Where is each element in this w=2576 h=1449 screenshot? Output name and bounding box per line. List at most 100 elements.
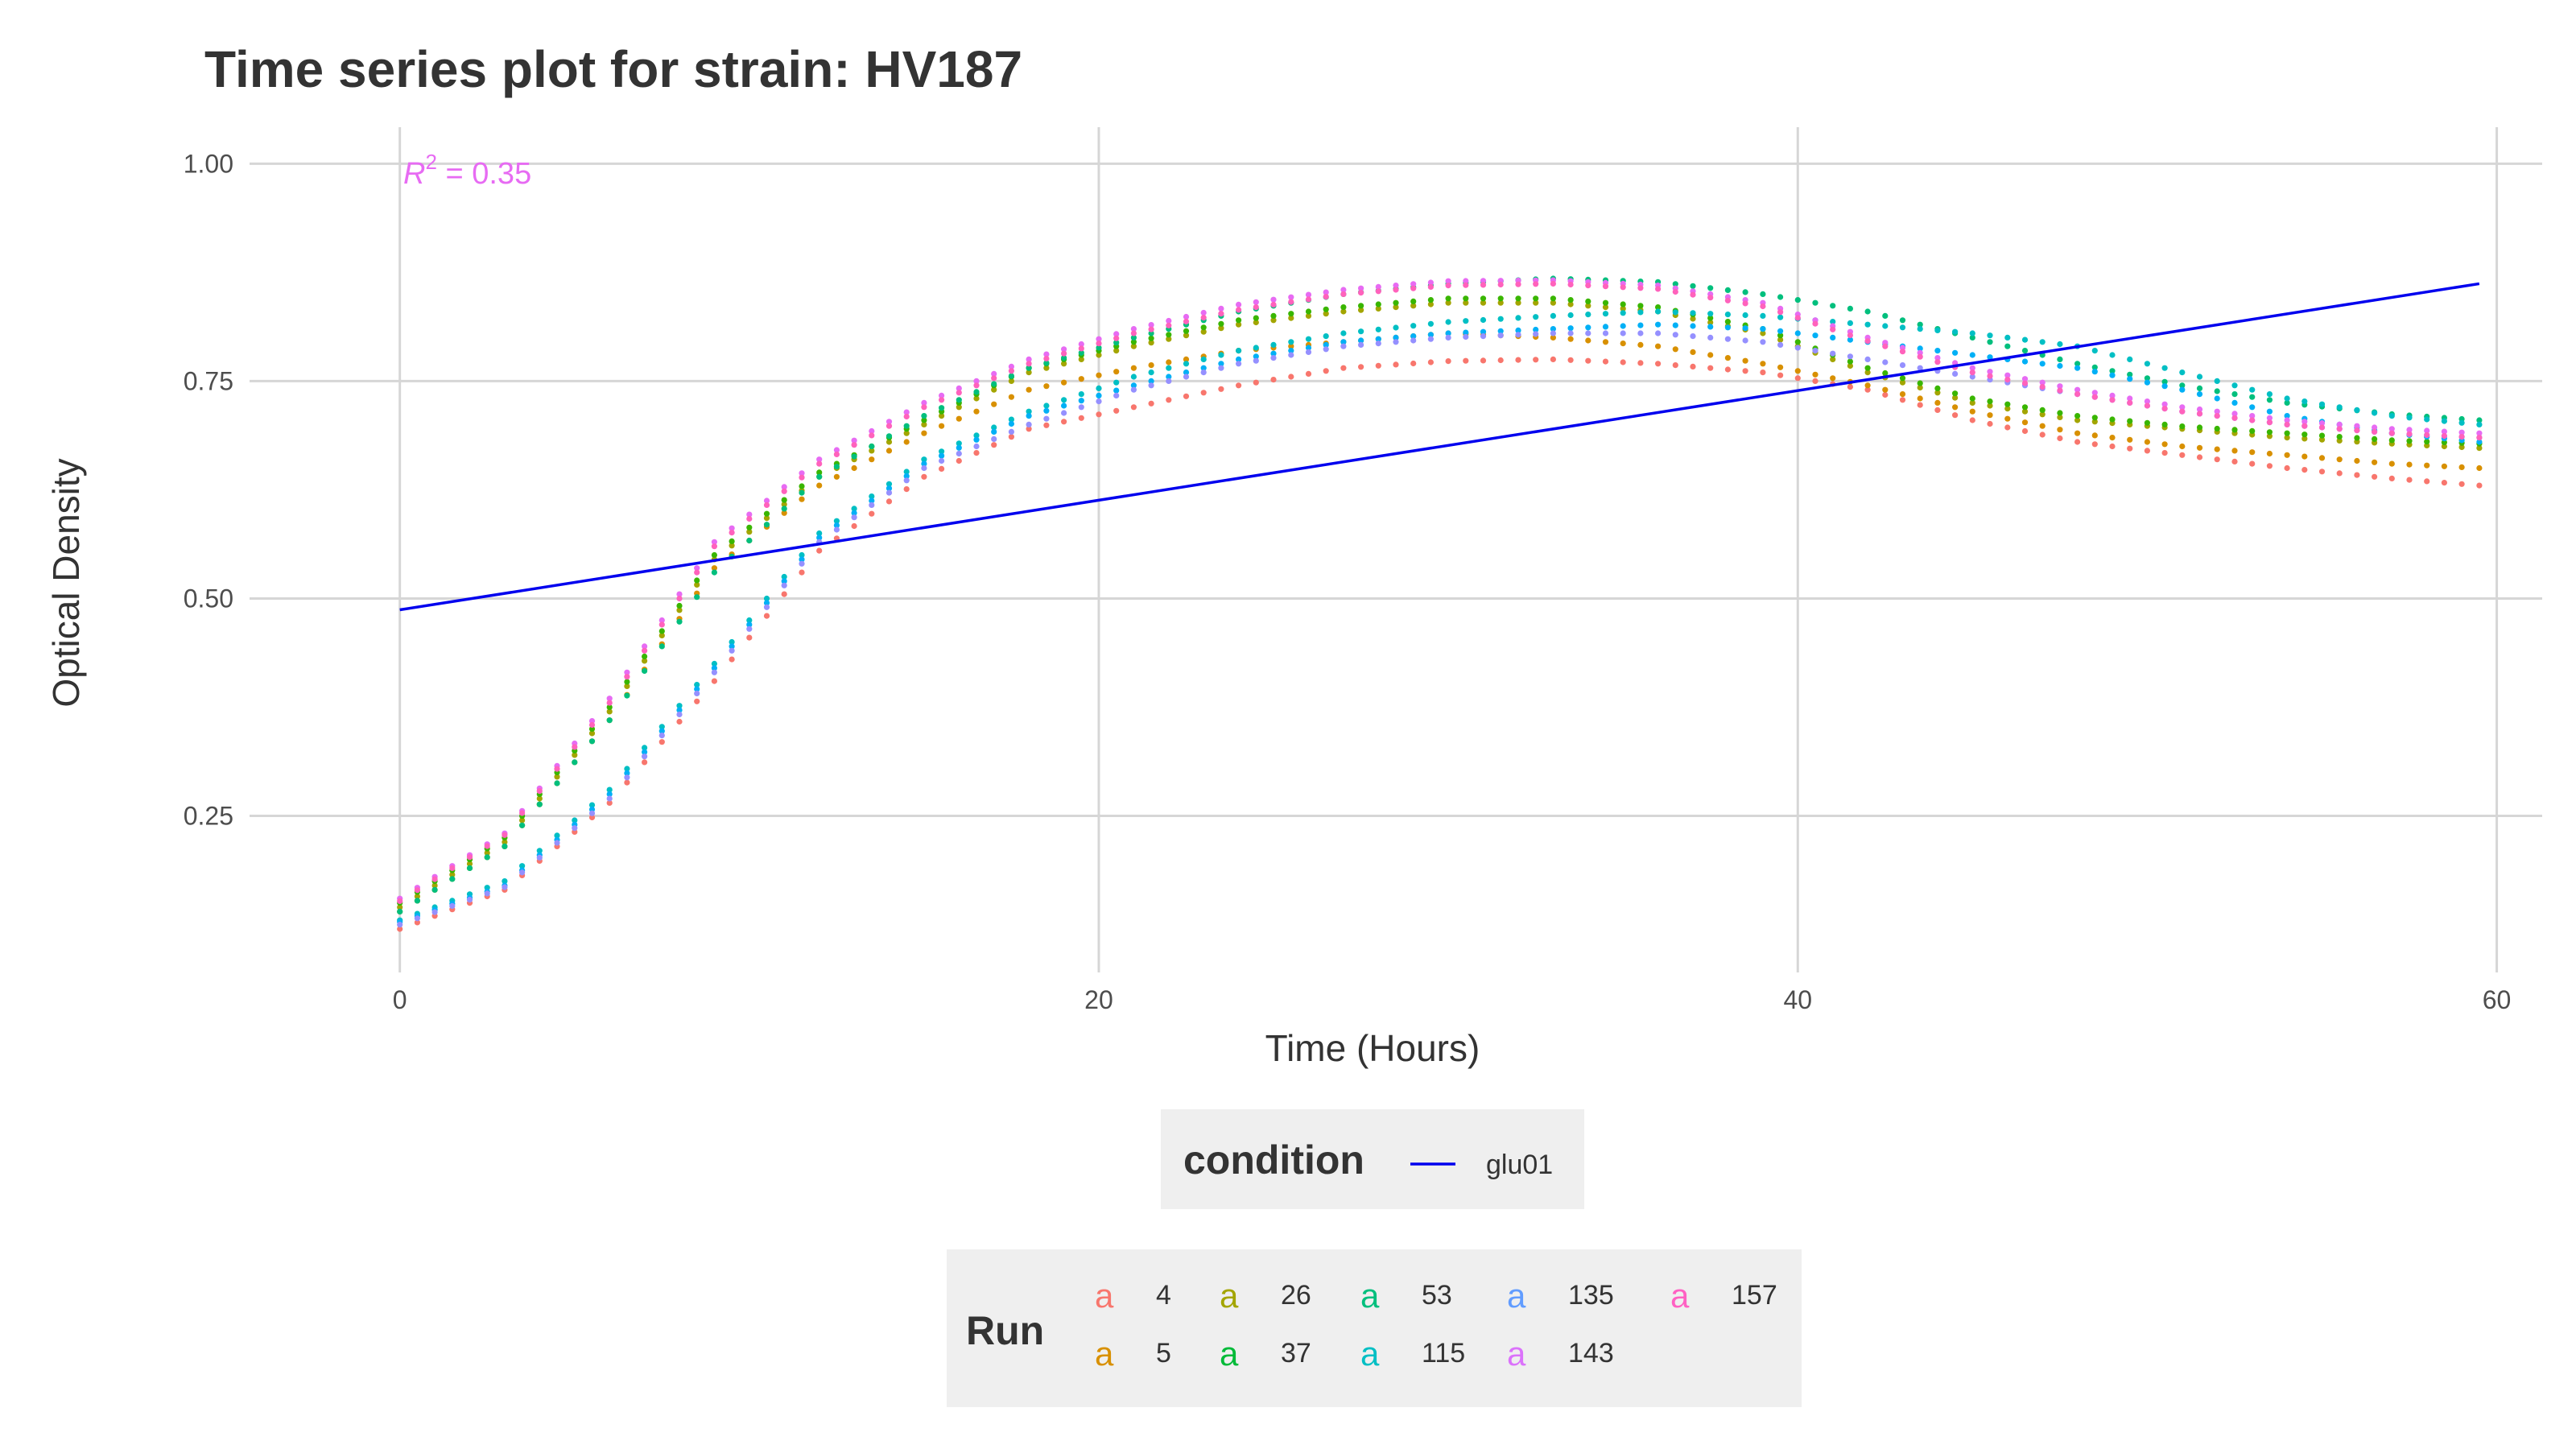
data-point <box>1934 399 1941 406</box>
data-point <box>1812 371 1818 378</box>
data-point <box>1567 301 1574 308</box>
data-point <box>1043 383 1050 390</box>
data-point <box>572 752 578 758</box>
data-point <box>1026 369 1032 376</box>
data-point <box>1358 364 1364 370</box>
data-point <box>851 514 857 521</box>
data-point <box>1585 330 1591 336</box>
data-point <box>1288 339 1294 345</box>
data-point <box>1550 280 1556 287</box>
data-point <box>1760 369 1766 376</box>
data-point <box>1777 309 1784 316</box>
data-point <box>746 524 753 530</box>
data-point <box>466 861 473 867</box>
data-point <box>1602 324 1609 330</box>
data-point <box>694 682 700 688</box>
data-point <box>1427 297 1434 303</box>
data-point <box>554 780 560 786</box>
data-point <box>2266 397 2273 403</box>
data-point <box>624 674 630 680</box>
data-point <box>1008 434 1014 440</box>
data-point <box>1218 305 1224 312</box>
data-point <box>939 392 945 398</box>
data-point <box>2424 478 2430 485</box>
data-point <box>2109 352 2116 358</box>
data-point <box>2074 361 2081 367</box>
data-point <box>991 386 997 393</box>
legend-condition-title: condition <box>1183 1137 1364 1183</box>
data-point <box>2249 449 2256 456</box>
data-point <box>1480 282 1487 288</box>
y-tick-labels: 0.25 0.50 0.75 1.00 <box>184 149 233 830</box>
data-point <box>1952 328 1959 335</box>
data-point <box>1952 370 1959 377</box>
data-point <box>1724 355 1731 361</box>
data-point <box>2336 421 2343 428</box>
data-point <box>763 613 770 619</box>
data-point <box>1288 294 1294 300</box>
data-point <box>2372 410 2378 416</box>
data-point <box>1236 307 1242 313</box>
data-point <box>2231 448 2238 454</box>
data-point <box>973 443 980 450</box>
data-point <box>2249 413 2256 419</box>
data-point <box>1550 330 1556 336</box>
data-point <box>1113 331 1120 337</box>
data-point <box>2039 411 2046 418</box>
data-point <box>1672 281 1678 287</box>
data-point <box>1061 379 1067 386</box>
data-point <box>1358 303 1364 309</box>
data-point <box>1480 357 1487 364</box>
data-point <box>2406 415 2413 421</box>
data-point <box>1497 295 1504 302</box>
data-point <box>572 744 578 750</box>
data-point <box>1724 366 1731 373</box>
x-tick-label: 20 <box>1084 985 1113 1014</box>
data-point <box>1200 309 1207 316</box>
data-point <box>2179 408 2186 415</box>
data-point <box>833 447 840 453</box>
data-point <box>1375 288 1381 295</box>
data-point <box>1917 345 1923 352</box>
data-point <box>1724 324 1731 331</box>
legend-run-item-26: a 26 <box>1220 1277 1311 1315</box>
data-point <box>2458 444 2465 451</box>
data-point <box>1166 374 1172 380</box>
data-point <box>2109 392 2116 398</box>
data-point <box>1358 341 1364 348</box>
data-point <box>2214 408 2220 415</box>
data-point <box>1480 316 1487 324</box>
series-115 <box>397 308 2483 923</box>
data-point <box>1288 348 1294 354</box>
data-point <box>1690 316 1696 322</box>
data-point <box>1096 392 1102 398</box>
data-point <box>2161 383 2168 390</box>
data-point <box>1305 291 1312 298</box>
data-point <box>1393 324 1399 331</box>
data-point <box>956 457 962 464</box>
data-point <box>2074 430 2081 436</box>
data-point <box>1917 384 1923 391</box>
data-point <box>2318 455 2326 461</box>
data-point <box>588 810 596 816</box>
data-point <box>1130 343 1137 349</box>
data-point <box>903 473 910 480</box>
data-point <box>1043 407 1050 414</box>
data-point <box>2127 395 2133 402</box>
data-point <box>1183 356 1190 362</box>
data-point <box>711 660 718 667</box>
data-point <box>1585 357 1591 364</box>
data-point <box>1637 285 1644 291</box>
data-point <box>2161 421 2168 428</box>
data-point <box>588 725 596 733</box>
data-point <box>1515 315 1521 321</box>
data-point <box>1987 412 1993 419</box>
data-point <box>2057 383 2063 390</box>
data-point <box>1969 417 1975 423</box>
data-point <box>2021 336 2029 343</box>
data-point <box>1148 322 1154 328</box>
data-point <box>1969 399 1975 406</box>
data-point <box>746 634 753 641</box>
data-point <box>1602 304 1609 311</box>
